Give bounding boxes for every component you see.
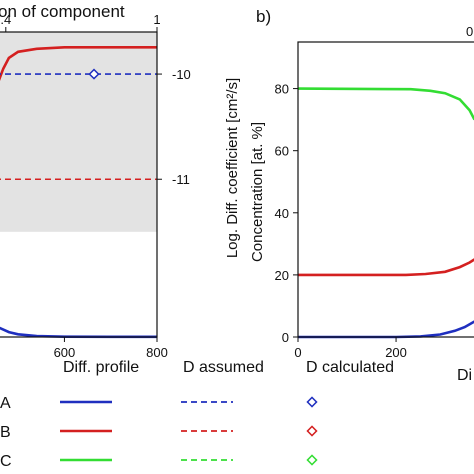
legend-key-A: A <box>0 395 11 412</box>
legend-key-C: C <box>0 453 12 470</box>
legend-header-d-assumed: D assumed <box>183 359 264 376</box>
series-A-d-calculated-marker <box>88 68 100 80</box>
panel-a-x-tick-label: 800 <box>146 345 168 360</box>
series-C-concentration <box>297 87 474 121</box>
panel-b-y-tick-label: 60 <box>275 144 289 159</box>
panel-a-top-tick-label: .4 <box>0 12 11 27</box>
panel-b-y-tick-label: 80 <box>275 82 289 97</box>
panel-a-x-tick-label: 600 <box>54 345 76 360</box>
panel-b-y-tick-label: 0 <box>282 330 289 345</box>
panel-a-frame <box>0 31 158 338</box>
top-axis-title: on of component <box>0 2 125 21</box>
series-A-concentration <box>298 320 474 339</box>
legend: Diff. profile D assumed D calculated ABC <box>0 359 394 470</box>
panel-b-x-tick-label: 0 <box>294 345 301 360</box>
series-B-diff-profile <box>0 46 157 82</box>
panel-a-top-tick-label: 1 <box>153 12 160 27</box>
panel-b-label: b) <box>256 7 271 26</box>
legend-marker-d-calculated-A <box>306 396 318 408</box>
panel-a-right-tick-label: -10 <box>172 67 191 82</box>
panel-b-frame <box>297 41 474 338</box>
legend-key-B: B <box>0 424 11 441</box>
legend-header-diff-profile: Diff. profile <box>63 359 139 376</box>
panel-b-y-tick-label: 40 <box>275 206 289 221</box>
panel-a-right-tick-label: -11 <box>172 172 190 187</box>
panel-b-top-right-label: 0 <box>466 24 473 39</box>
panel-a: 600 800 .4 1 -10 -11 on of component Log. Dif… <box>0 2 241 360</box>
legend-header-d-calculated: D calculated <box>306 359 394 376</box>
legend-marker-d-calculated-B <box>306 425 318 437</box>
shaded-region <box>0 32 157 232</box>
panel-b-x-axis-label: Di <box>457 367 472 384</box>
panel-b-y-axis-label: Concentration [at. %] <box>249 122 266 262</box>
panel-b-y-tick-label: 20 <box>275 268 289 283</box>
panel-b-x-tick-label: 200 <box>385 345 407 360</box>
series-B-concentration <box>298 258 474 277</box>
series-A-diff-profile <box>0 326 157 339</box>
panel-b: 0 20 40 60 80 0 200 b) 0 Concentration [at. %]… <box>249 7 474 384</box>
legend-marker-d-calculated-C <box>306 454 318 466</box>
right-axis-label: Log. Diff. coefficient [cm²/s] <box>224 78 241 258</box>
